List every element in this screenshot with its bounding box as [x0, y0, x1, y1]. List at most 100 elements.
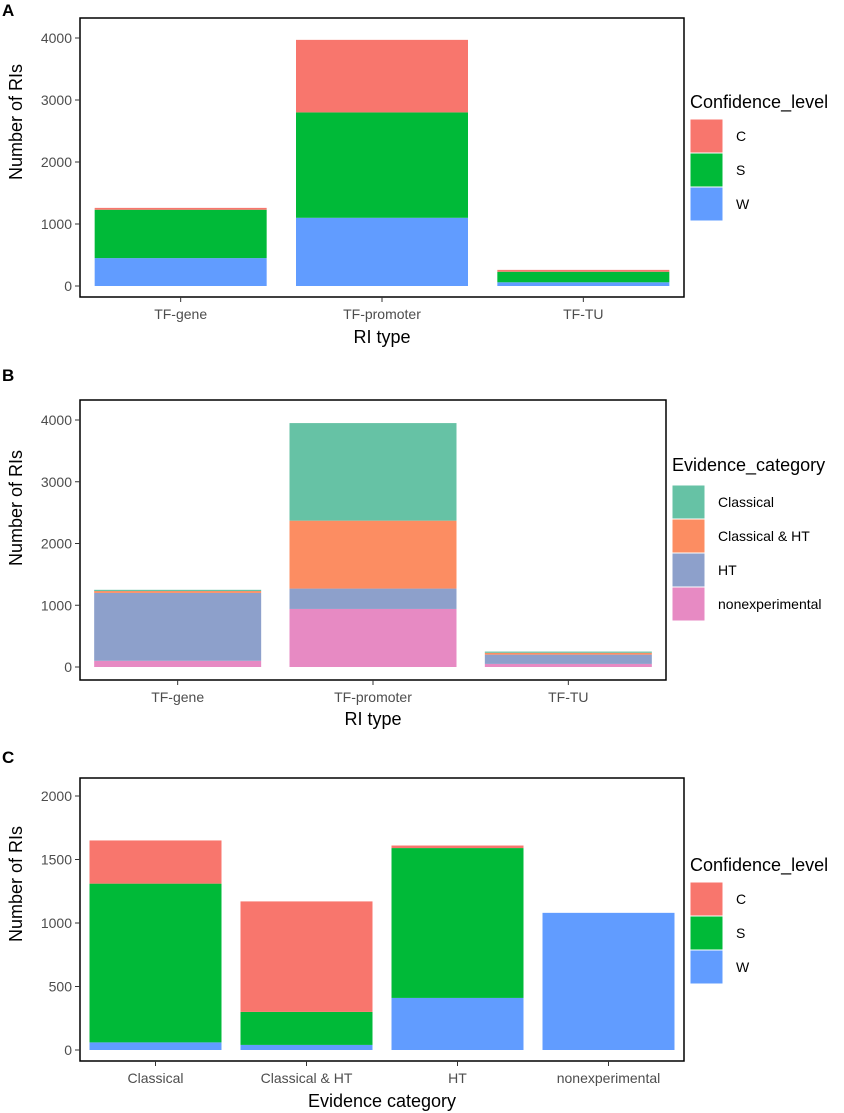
y-tick-label-b: 0 [64, 659, 72, 675]
legend-label-a-c: C [736, 128, 746, 144]
legend-label-b-ht: HT [718, 562, 737, 578]
bar-a-tf-gene-s [94, 209, 267, 259]
legend-title-b: Evidence_category [672, 455, 825, 476]
bar-c-ht-c [391, 845, 524, 849]
panel-c: C 0 500 1000 1500 2000 Classical Classical & … [2, 748, 828, 1111]
bar-a-tf-promoter-w [296, 217, 468, 286]
x-tick-label-c-ht: HT [448, 1070, 467, 1086]
legend-key-a-c [689, 118, 724, 154]
bar-a-tf-promoter-c [296, 39, 468, 113]
y-ticks-b: 0 1000 2000 3000 4000 [41, 412, 80, 675]
plot-frame-c [79, 777, 685, 1062]
x-ticks-b: TF-gene TF-promoter TF-TU [151, 680, 589, 705]
legend-key-c-c [689, 881, 724, 917]
x-tick-label-c-nonexperimental: nonexperimental [557, 1070, 661, 1086]
y-tick-label-b: 3000 [41, 474, 72, 490]
legend-key-a-s [689, 152, 724, 188]
y-tick-label-b: 1000 [41, 597, 72, 613]
bar-b-tf-gene-classical-ht [94, 591, 262, 593]
bar-b-tf-tu-ht [484, 654, 652, 664]
x-tick-label-b-tf-gene: TF-gene [151, 689, 204, 705]
bars-b [94, 423, 652, 667]
legend-label-a-s: S [736, 162, 745, 178]
bar-a-tf-tu-w [497, 282, 670, 286]
bar-c-classical-ht-s [240, 1011, 373, 1045]
y-tick-label-c: 500 [49, 979, 73, 995]
x-tick-label-c-classical: Classical [127, 1070, 183, 1086]
x-tick-label-a-tf-tu: TF-TU [563, 306, 603, 322]
legend-title-a: Confidence_level [690, 92, 828, 113]
bar-b-tf-tu-classical [484, 651, 652, 653]
bar-c-classical-c [89, 840, 222, 884]
y-tick-label-a: 1000 [41, 216, 72, 232]
bars-c [89, 840, 675, 1050]
bar-b-tf-promoter-ht [289, 588, 457, 609]
bar-b-tf-gene-classical [94, 589, 262, 592]
y-tick-label-b: 4000 [41, 412, 72, 428]
bar-c-ht-s [391, 848, 524, 998]
y-tick-label-c: 0 [64, 1042, 72, 1058]
legend-label-b-classical: Classical [718, 494, 774, 510]
bar-c-classical-s [89, 883, 222, 1043]
legend-label-b-classical-ht: Classical & HT [718, 528, 810, 544]
legend-label-c-s: S [736, 925, 745, 941]
y-tick-label-a: 2000 [41, 154, 72, 170]
y-ticks-c: 0 500 1000 1500 2000 [41, 788, 80, 1058]
legend-key-a-w [689, 186, 724, 222]
x-tick-label-a-tf-gene: TF-gene [154, 306, 207, 322]
x-axis-title-a: RI type [353, 327, 410, 347]
bar-a-tf-tu-s [497, 271, 670, 283]
x-axis-title-b: RI type [344, 709, 401, 729]
y-ticks-a: 0 1000 2000 3000 4000 [41, 30, 80, 294]
legend-key-b-classical [671, 484, 706, 520]
legend-c: Confidence_level C S W [689, 855, 828, 985]
bar-b-tf-promoter-classical [289, 423, 457, 521]
legend-label-b-nonexperimental: nonexperimental [718, 596, 822, 612]
legend-key-c-w [689, 949, 724, 985]
x-tick-label-b-tf-tu: TF-TU [548, 689, 588, 705]
y-tick-label-c: 1000 [41, 915, 72, 931]
y-tick-label-c: 2000 [41, 788, 72, 804]
bar-c-nonexperimental-w [542, 912, 675, 1050]
bar-a-tf-gene-w [94, 258, 267, 286]
y-axis-title-b: Number of RIs [6, 450, 26, 566]
y-axis-title-a: Number of RIs [6, 64, 26, 180]
bar-b-tf-promoter-classical-ht [289, 520, 457, 589]
bar-a-tf-tu-c [497, 269, 670, 272]
y-axis-title-c: Number of RIs [6, 826, 26, 942]
bar-c-classical-ht-w [240, 1044, 373, 1050]
legend-title-c: Confidence_level [690, 855, 828, 876]
panel-label-a: A [2, 1, 14, 20]
panel-label-c: C [2, 748, 14, 767]
x-tick-label-c-classical-ht: Classical & HT [261, 1070, 353, 1086]
panel-label-b: B [2, 366, 14, 385]
legend-key-b-ht [671, 552, 706, 588]
legend-key-b-nonexperimental [671, 586, 706, 622]
legend-label-c-c: C [736, 891, 746, 907]
y-tick-label-c: 1500 [41, 852, 72, 868]
x-axis-title-c: Evidence category [308, 1091, 456, 1111]
x-tick-label-b-tf-promoter: TF-promoter [334, 689, 412, 705]
legend-key-b-classical-ht [671, 518, 706, 554]
bar-c-ht-w [391, 997, 524, 1050]
bar-b-tf-tu-nonexperimental [484, 663, 652, 667]
y-tick-label-a: 0 [64, 278, 72, 294]
legend-a: Confidence_level C S W [689, 92, 828, 222]
bar-a-tf-promoter-s [296, 112, 468, 218]
x-ticks-a: TF-gene TF-promoter TF-TU [154, 297, 604, 322]
x-tick-label-a-tf-promoter: TF-promoter [343, 306, 421, 322]
bar-c-classical-w [89, 1042, 222, 1050]
bar-b-tf-tu-classical-ht [484, 652, 652, 655]
legend-label-a-w: W [736, 196, 750, 212]
y-tick-label-a: 3000 [41, 92, 72, 108]
legend-b: Evidence_category Classical Classical & H… [671, 455, 825, 622]
y-tick-label-a: 4000 [41, 30, 72, 46]
bar-c-classical-ht-c [240, 901, 373, 1012]
bar-b-tf-gene-ht [94, 592, 262, 661]
x-ticks-c: Classical Classical & HT HT nonexperimental [127, 1061, 660, 1086]
legend-label-c-w: W [736, 959, 750, 975]
legend-key-c-s [689, 915, 724, 951]
